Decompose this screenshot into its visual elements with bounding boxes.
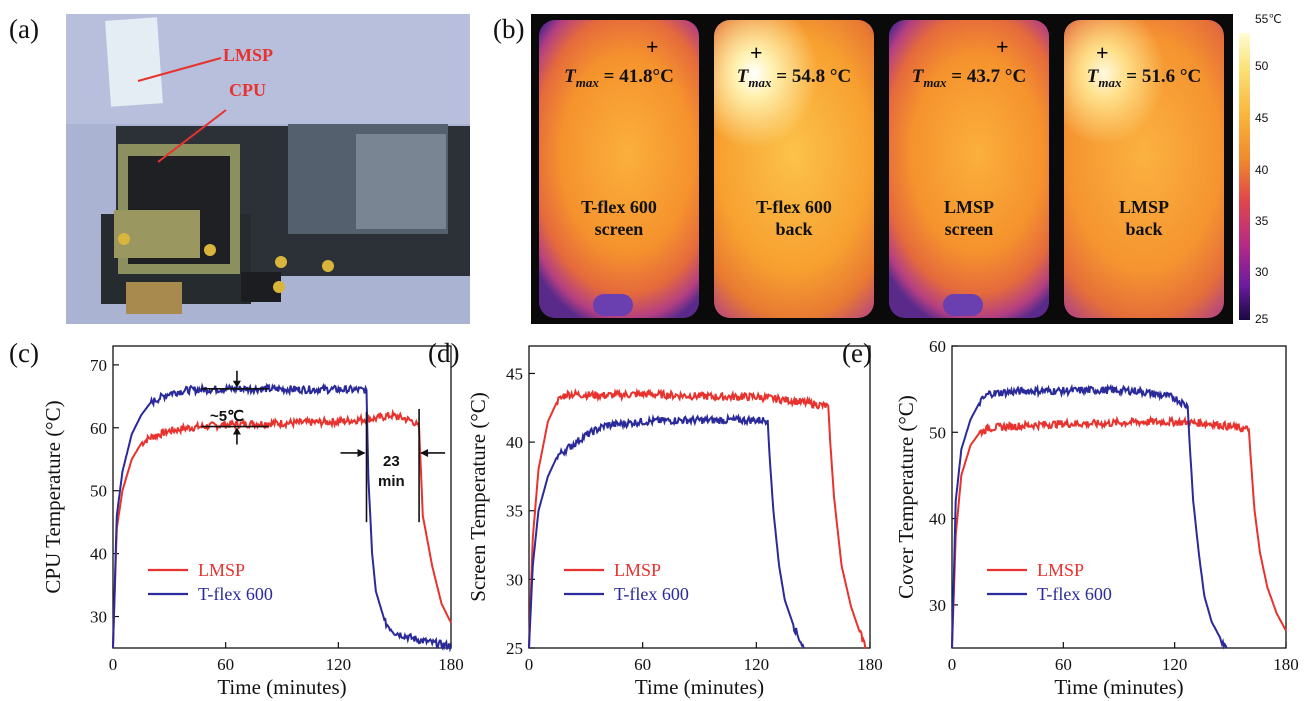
x-tick-label: 180 — [438, 655, 464, 674]
lag-annotation: 23 min — [378, 453, 405, 490]
colorbar-tick: 35 — [1255, 214, 1269, 228]
legend-label-lmsp: LMSP — [198, 560, 245, 580]
x-axis-label: Time (minutes) — [635, 675, 764, 699]
thermal-phone-3: + Tmax = 43.7 °C LMSP screen — [883, 14, 1055, 324]
thermal-caption: T-flex 600 back — [756, 197, 832, 239]
plot-frame — [951, 345, 1287, 649]
x-tick-label: 0 — [525, 655, 534, 674]
thermal-phone-2: + Tmax = 54.8 °C T-flex 600 back — [708, 14, 880, 324]
circuit-board-photo: LMSP CPU — [66, 14, 470, 324]
y-tick-label: 40 — [929, 510, 946, 529]
x-axis-label: Time (minutes) — [1054, 675, 1183, 699]
x-tick-label: 60 — [1055, 655, 1072, 674]
series-line-lmsp — [528, 387, 867, 649]
colorbar-tick: 50 — [1255, 59, 1269, 73]
x-tick-label: 0 — [109, 655, 118, 674]
x-tick-label: 0 — [948, 655, 957, 674]
lag-arrowhead-left — [357, 448, 366, 457]
max-point-marker: + — [646, 34, 659, 59]
colorbar-tick: 45 — [1255, 111, 1269, 125]
delta-annotation: ~5℃ — [210, 408, 244, 425]
legend-label-tflex: T-flex 600 — [198, 584, 273, 604]
x-tick-label: 60 — [634, 655, 651, 674]
series-line-tflex — [528, 412, 805, 649]
y-tick-label: 60 — [929, 337, 946, 356]
y-tick-label: 40 — [90, 545, 107, 564]
colorbar-tick: 25 — [1255, 312, 1269, 326]
y-axis-label: Screen Temperature (°C) — [466, 392, 490, 601]
legend-label-lmsp: LMSP — [614, 560, 661, 580]
x-tick-label: 60 — [217, 655, 234, 674]
y-tick-label: 30 — [506, 570, 523, 589]
panel-letter-e: (e) — [842, 338, 872, 368]
x-tick-label: 180 — [857, 655, 883, 674]
y-axis-label: Cover Temperature (°C) — [894, 395, 918, 599]
legend-label-tflex: T-flex 600 — [1037, 584, 1112, 604]
thermal-caption: T-flex 600 screen — [581, 197, 657, 239]
circuit-board-illustration: LMSP CPU — [66, 14, 470, 324]
y-tick-label: 40 — [506, 433, 523, 452]
x-tick-label: 120 — [326, 655, 352, 674]
y-tick-label: 35 — [506, 502, 523, 521]
lag-arrowhead-right — [420, 448, 429, 457]
series-line-lmsp — [951, 414, 1287, 649]
plot-frame — [112, 345, 452, 649]
y-tick-label: 30 — [90, 608, 107, 627]
thermal-caption: LMSP screen — [943, 197, 994, 239]
plot-frame — [528, 345, 871, 649]
thermal-images: + Tmax = 41.8°C T-flex 600 screen + Tmax … — [531, 14, 1233, 324]
cpu-label: CPU — [229, 80, 266, 100]
delta-arrowhead-down — [232, 380, 241, 388]
delta-arrowhead-up — [232, 427, 241, 435]
y-tick-label: 45 — [506, 364, 523, 383]
colorbar — [1239, 33, 1250, 320]
tmax-label: Tmax = 41.8°C — [564, 66, 674, 90]
panel-letter-c: (c) — [9, 338, 39, 368]
home-button-marker — [593, 294, 633, 316]
y-tick-label: 60 — [90, 419, 107, 438]
y-tick-label: 50 — [929, 423, 946, 442]
thermal-phone-1: + Tmax = 41.8°C T-flex 600 screen — [533, 14, 705, 324]
x-axis-label: Time (minutes) — [217, 675, 346, 699]
lmsp-label: LMSP — [223, 45, 273, 65]
series-line-tflex — [951, 383, 1228, 650]
thermal-caption: LMSP back — [1118, 197, 1169, 239]
legend-label-lmsp: LMSP — [1037, 560, 1084, 580]
thermal-phone-4: + Tmax = 51.6 °C LMSP back — [1058, 14, 1230, 324]
panel-letter-a: (a) — [9, 14, 39, 44]
tmax-label: Tmax = 54.8 °C — [736, 66, 852, 90]
home-button-marker — [943, 294, 983, 316]
y-tick-label: 70 — [90, 356, 107, 375]
max-point-marker: + — [996, 34, 1009, 59]
series-line-lmsp — [112, 408, 452, 649]
tmax-label: Tmax = 43.7 °C — [911, 66, 1027, 90]
x-tick-label: 120 — [744, 655, 770, 674]
x-tick-label: 120 — [1162, 655, 1188, 674]
legend-label-tflex: T-flex 600 — [614, 584, 689, 604]
colorbar-top-label: 55℃ — [1255, 12, 1282, 26]
colorbar-tick: 40 — [1255, 163, 1269, 177]
panel-letter-d: (d) — [428, 338, 460, 368]
max-point-marker: + — [750, 40, 763, 65]
y-tick-label: 50 — [90, 482, 107, 501]
max-point-marker: + — [1096, 40, 1109, 65]
x-tick-label: 180 — [1273, 655, 1299, 674]
series-line-tflex — [112, 382, 452, 653]
tmax-label: Tmax = 51.6 °C — [1086, 66, 1202, 90]
y-tick-label: 25 — [506, 639, 523, 658]
y-tick-label: 30 — [929, 596, 946, 615]
colorbar-tick: 30 — [1255, 265, 1269, 279]
panel-letter-b: (b) — [493, 14, 525, 44]
y-axis-label: CPU Temperature (°C) — [41, 400, 65, 593]
